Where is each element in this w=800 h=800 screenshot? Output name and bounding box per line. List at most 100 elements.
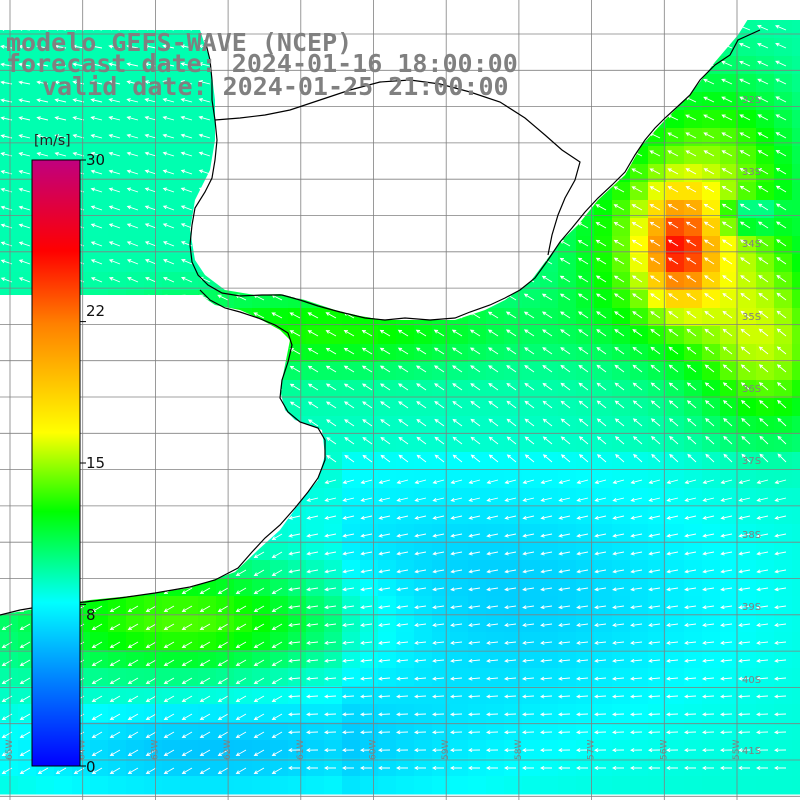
wind-arrow bbox=[217, 713, 229, 721]
wind-arrow bbox=[685, 168, 697, 175]
wind-arrow bbox=[18, 277, 31, 283]
wind-cell bbox=[432, 524, 451, 543]
wind-cell bbox=[306, 326, 325, 345]
wind-cell bbox=[540, 578, 559, 597]
wind-cell bbox=[792, 434, 800, 453]
wind-arrow bbox=[720, 694, 733, 699]
wind-cell bbox=[648, 668, 667, 687]
wind-cell bbox=[288, 362, 307, 381]
wind-arrow bbox=[416, 454, 427, 463]
wind-cell bbox=[450, 344, 469, 363]
wind-cell bbox=[486, 470, 505, 489]
wind-arrow bbox=[90, 277, 103, 283]
wind-cell bbox=[540, 614, 559, 633]
wind-cell bbox=[720, 722, 739, 741]
wind-cell bbox=[702, 596, 721, 615]
wind-arrow bbox=[324, 676, 337, 681]
wind-cell bbox=[396, 722, 415, 741]
wind-arrow bbox=[612, 515, 625, 520]
wind-arrow bbox=[738, 748, 751, 753]
wind-arrow bbox=[36, 80, 49, 85]
wind-cell bbox=[684, 632, 703, 651]
wind-cell bbox=[666, 578, 685, 597]
wind-arrow bbox=[722, 364, 733, 373]
wind-cell bbox=[774, 560, 793, 579]
wind-cell bbox=[486, 542, 505, 561]
wind-arrow bbox=[108, 241, 121, 247]
wind-cell bbox=[486, 452, 505, 471]
wind-cell bbox=[702, 74, 721, 93]
wind-arrow bbox=[109, 677, 121, 685]
wind-cell bbox=[414, 578, 433, 597]
wind-arrow bbox=[398, 419, 409, 427]
wind-arrow bbox=[199, 767, 211, 775]
wind-arrow bbox=[594, 694, 607, 699]
wind-cell bbox=[396, 776, 415, 795]
wind-arrow bbox=[253, 767, 265, 775]
wind-arrow bbox=[774, 640, 787, 645]
wind-cell bbox=[738, 362, 757, 381]
wind-arrow bbox=[91, 713, 103, 721]
wind-arrow bbox=[666, 640, 679, 645]
wind-arrow bbox=[144, 187, 157, 193]
wind-cell bbox=[738, 542, 757, 561]
wind-arrow bbox=[686, 418, 697, 427]
wind-cell bbox=[288, 542, 307, 561]
wind-cell bbox=[432, 416, 451, 435]
wind-arrow bbox=[684, 605, 697, 610]
wind-cell bbox=[774, 524, 793, 543]
wind-cell bbox=[738, 236, 757, 255]
coastline bbox=[0, 29, 761, 616]
wind-cell bbox=[648, 164, 667, 183]
wind-arrow bbox=[685, 257, 697, 265]
lon-label: 58W bbox=[514, 740, 524, 760]
wind-arrow bbox=[666, 658, 679, 663]
wind-arrow bbox=[324, 479, 337, 484]
wind-arrow bbox=[378, 515, 391, 520]
wind-arrow bbox=[703, 78, 715, 85]
wind-arrow bbox=[756, 42, 769, 49]
wind-arrow bbox=[235, 605, 247, 613]
wind-cell bbox=[378, 470, 397, 489]
wind-arrow bbox=[163, 605, 175, 613]
wind-cell bbox=[540, 542, 559, 561]
wind-arrow bbox=[666, 712, 679, 717]
wind-arrow bbox=[738, 42, 751, 49]
wind-arrow bbox=[144, 133, 157, 139]
wind-arrow bbox=[253, 587, 265, 595]
wind-arrow bbox=[720, 658, 733, 663]
wind-cell bbox=[468, 578, 487, 597]
wind-arrow bbox=[450, 748, 463, 753]
wind-arrow bbox=[217, 605, 229, 613]
wind-cell bbox=[612, 614, 631, 633]
wind-arrow bbox=[648, 658, 661, 663]
wind-cell bbox=[774, 452, 793, 471]
wind-cell bbox=[450, 686, 469, 705]
wind-cell bbox=[720, 164, 739, 183]
wind-arrow bbox=[163, 731, 175, 739]
wind-arrow bbox=[558, 515, 571, 520]
wind-cell bbox=[612, 362, 631, 381]
wind-cell bbox=[738, 758, 757, 777]
wind-arrow bbox=[468, 497, 481, 502]
wind-arrow bbox=[396, 587, 409, 592]
wind-arrow bbox=[414, 658, 427, 663]
wind-arrow bbox=[684, 623, 697, 628]
wind-arrow bbox=[630, 658, 643, 663]
wind-cell bbox=[738, 92, 757, 111]
wind-cell bbox=[720, 632, 739, 651]
wind-cell bbox=[576, 776, 595, 795]
wind-arrow bbox=[504, 533, 517, 538]
wind-arrow bbox=[686, 400, 697, 409]
wind-cell bbox=[504, 488, 523, 507]
wind-arrow bbox=[470, 400, 481, 409]
wind-arrow bbox=[666, 551, 679, 556]
wind-arrow bbox=[631, 275, 643, 283]
wind-arrow bbox=[432, 640, 445, 645]
wind-arrow bbox=[450, 497, 463, 502]
wind-arrow bbox=[162, 187, 175, 193]
wind-arrow bbox=[360, 748, 373, 753]
wind-arrow bbox=[650, 418, 661, 427]
wind-arrow bbox=[775, 114, 787, 121]
wind-arrow bbox=[775, 24, 787, 31]
